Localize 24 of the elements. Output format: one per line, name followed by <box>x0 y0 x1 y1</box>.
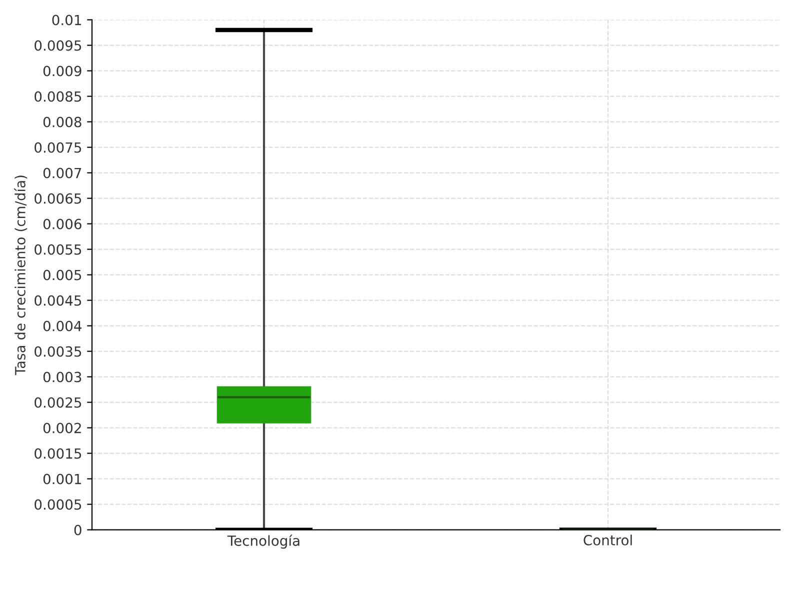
y-tick-label: 0.0015 <box>34 448 82 459</box>
y-tick-label: 0.0055 <box>34 244 82 255</box>
y-tick-label: 0.004 <box>43 320 82 332</box>
y-tick-label: 0.0045 <box>34 295 82 306</box>
y-tick-label: 0.0035 <box>34 346 82 357</box>
y-tick-label: 0.0085 <box>34 91 82 102</box>
y-tick-label: 0.0025 <box>34 397 82 408</box>
y-tick-label: 0.001 <box>43 474 81 484</box>
y-tick-label: 0.003 <box>43 372 82 382</box>
x-tick-label: Control <box>584 534 632 546</box>
y-tick-label: 0.005 <box>43 270 82 280</box>
y-tick-label: 0.0095 <box>34 40 82 51</box>
y-tick-label: 0.0065 <box>34 193 82 204</box>
y-axis-title: Tasa de crecimiento (cm/día) <box>14 176 28 376</box>
y-tick-label: 0.007 <box>43 168 82 178</box>
y-tick-label: 0 <box>74 524 82 536</box>
y-tick-label: 0.008 <box>43 116 82 128</box>
y-tick-label: 0.006 <box>43 218 82 230</box>
y-tick-label: 0.01 <box>52 14 81 26</box>
y-tick-label: 0.0075 <box>34 142 82 153</box>
y-tick-label: 0.009 <box>43 66 82 76</box>
x-tick-label: Tecnología <box>227 534 300 549</box>
y-tick-label: 0.0005 <box>34 499 82 510</box>
y-tick-label: 0.002 <box>43 422 81 434</box>
